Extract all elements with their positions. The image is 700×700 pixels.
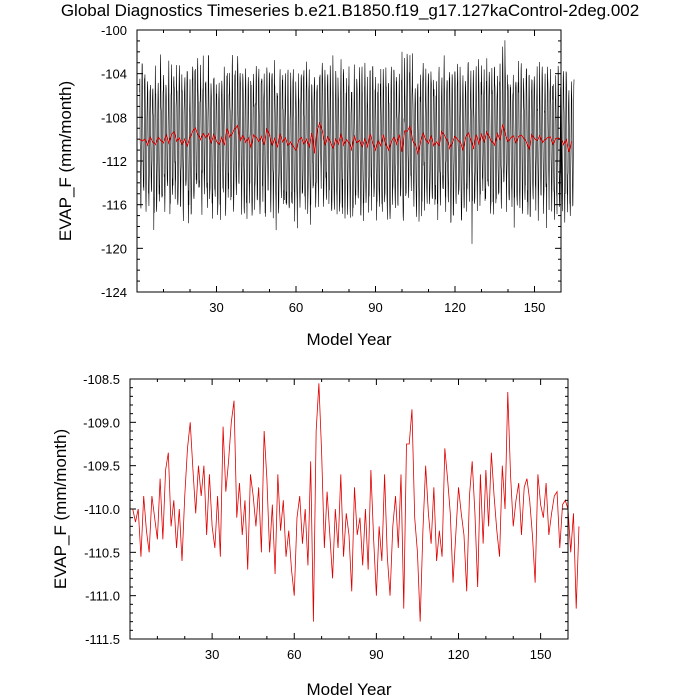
monthly-series: [139, 40, 575, 244]
annual-mean-series-bottom: [132, 383, 580, 622]
bottom-x-tick-labels: 30 60 90 120 150: [205, 647, 552, 662]
x-tick-label: 30: [205, 647, 219, 662]
y-tick-label: -110.5: [84, 545, 120, 560]
y-tick-label: -116: [102, 198, 127, 213]
x-tick-label: 60: [289, 300, 303, 315]
top-x-tick-labels: 30 60 90 120 150: [209, 300, 545, 315]
y-tick-label: -109.0: [83, 415, 120, 430]
top-y-axis-title: EVAP_F (mm/month): [56, 81, 75, 241]
top-y-tick-labels: -124 -120 -116 -112 -108 -104 -100: [101, 23, 127, 300]
x-tick-label: 30: [209, 300, 223, 315]
page-title: Global Diagnostics Timeseries b.e21.B185…: [60, 1, 640, 20]
x-tick-label: 120: [448, 647, 470, 662]
top-panel: -124 -120 -116 -112 -108 -104 -100 30 60 90 120 15…: [56, 23, 575, 349]
x-tick-label: 150: [530, 647, 552, 662]
bottom-y-axis-title: EVAP_F (mm/month): [51, 429, 70, 589]
y-tick-label: -120: [101, 241, 127, 256]
annual-mean-series-top: [139, 121, 573, 156]
bottom-y-tick-labels: -111.5 -111.0 -110.5 -110.0 -109.5 -109.0 -108…: [83, 372, 120, 647]
annual-mean-line-top: [139, 121, 573, 156]
y-tick-label: -110.0: [84, 502, 120, 517]
y-tick-label: -108.5: [83, 372, 120, 387]
bottom-panel: -111.5 -111.0 -110.5 -110.0 -109.5 -109.0 -108…: [51, 372, 580, 699]
x-tick-label: 150: [524, 300, 546, 315]
monthly-line: [139, 40, 575, 244]
y-tick-label: -100: [101, 23, 127, 38]
y-tick-label: -111.5: [85, 632, 120, 647]
bottom-axis-ticks: [130, 378, 568, 640]
bottom-x-axis-title: Model Year: [306, 680, 391, 699]
x-tick-label: 60: [287, 647, 301, 662]
x-tick-label: 90: [368, 300, 382, 315]
y-tick-label: -109.5: [83, 459, 120, 474]
y-tick-label: -112: [102, 154, 127, 169]
y-tick-label: -124: [101, 285, 127, 300]
annual-mean-line-bottom: [132, 383, 580, 622]
x-tick-label: 90: [369, 647, 383, 662]
top-x-axis-title: Model Year: [306, 330, 391, 349]
top-axis-ticks: [137, 29, 561, 293]
x-tick-label: 120: [444, 300, 466, 315]
y-tick-label: -104: [101, 67, 127, 82]
y-tick-label: -108: [101, 110, 127, 125]
y-tick-label: -111.0: [85, 589, 120, 604]
